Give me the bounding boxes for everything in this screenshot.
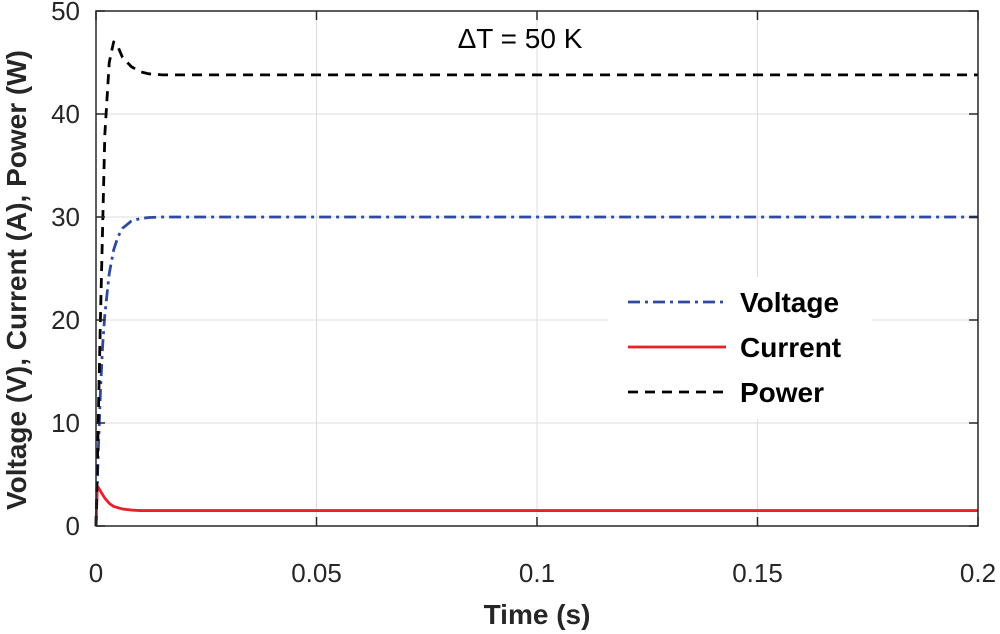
series-line-current — [94, 484, 978, 527]
x-axis-title: Time (s) — [484, 599, 591, 630]
x-tick-label: 0.15 — [732, 558, 783, 588]
x-tick-label: 0.2 — [960, 558, 996, 588]
x-tick-label: 0.1 — [519, 558, 555, 588]
data-series — [94, 40, 978, 527]
legend-label-current: Current — [740, 332, 841, 363]
series-line-voltage — [94, 215, 978, 527]
y-tick-label: 30 — [51, 202, 80, 232]
x-tick-label: 0 — [89, 558, 103, 588]
y-tick-label: 40 — [51, 99, 80, 129]
x-tick-label: 0.05 — [291, 558, 342, 588]
chart-annotation: ΔT = 50 K — [458, 23, 583, 54]
y-axis-title: Voltage (V), Current (A), Power (W) — [1, 50, 32, 510]
y-tick-label: 10 — [51, 408, 80, 438]
legend-label-power: Power — [740, 377, 824, 408]
y-tick-label: 50 — [51, 0, 80, 26]
axis-ticks: 0 0.05 0.1 0.15 0.2 0 10 20 30 40 50 — [51, 0, 996, 588]
y-tick-label: 0 — [66, 511, 80, 541]
y-tick-label: 20 — [51, 305, 80, 335]
series-line-power — [94, 40, 978, 527]
legend-label-voltage: Voltage — [740, 287, 839, 318]
legend: Voltage Current Power — [608, 277, 872, 419]
